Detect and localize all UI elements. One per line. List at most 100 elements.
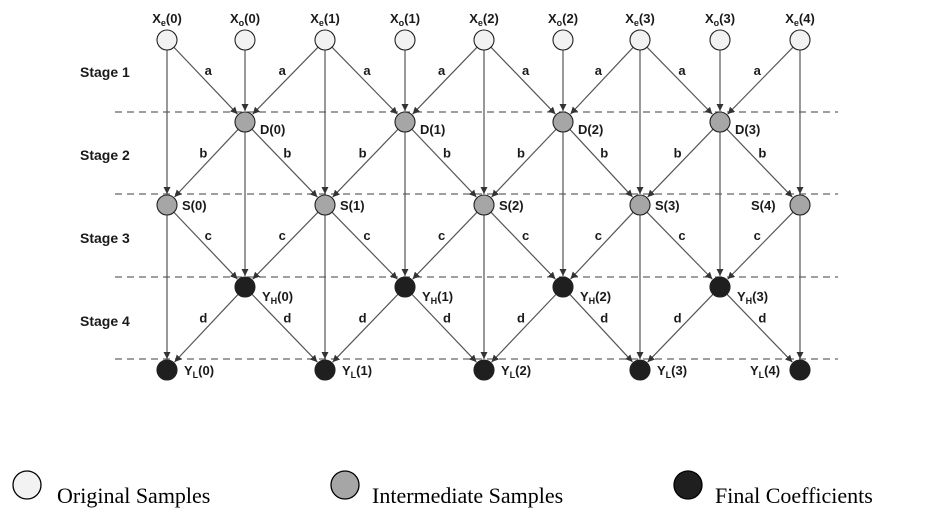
yl-node-label-1: YL(1)	[342, 363, 372, 380]
coef-c-left-2: c	[522, 228, 529, 243]
top-node-label-6: Xe(3)	[625, 11, 655, 28]
coef-d-left-1: d	[359, 311, 367, 326]
edge-b-left-1	[332, 128, 399, 198]
s-node-label-0: S(0)	[182, 198, 207, 213]
edge-b-left-0	[174, 128, 239, 198]
d-node-label-3: D(3)	[735, 122, 760, 137]
edge-a-left-3	[646, 46, 713, 115]
s-node-2	[473, 194, 495, 216]
coef-c-right-3: c	[754, 228, 761, 243]
yh-node-0	[234, 276, 256, 298]
stage-label-3: Stage 3	[80, 230, 130, 246]
s-node-label-4: S(4)	[751, 198, 776, 213]
legend: Original Samples Intermediate Samples Fi…	[12, 470, 873, 508]
d-node-2	[552, 111, 574, 133]
edge-a-right-2	[570, 46, 634, 115]
d-node-0	[234, 111, 256, 133]
original-sample-node-8	[789, 29, 811, 51]
edge-c-right-3	[727, 211, 794, 280]
yl-node-1	[314, 359, 336, 381]
yh-node-label-2: YH(2)	[580, 289, 611, 306]
coef-b-right-3: b	[758, 146, 766, 161]
coef-b-right-1: b	[443, 146, 451, 161]
s-node-label-3: S(3)	[655, 198, 680, 213]
coef-b-left-1: b	[359, 146, 367, 161]
edge-a-left-1	[331, 46, 398, 115]
edge-c-left-0	[173, 211, 238, 280]
coef-a-left-1: a	[363, 63, 371, 78]
original-sample-node-4	[473, 29, 495, 51]
edge-d-left-3	[647, 293, 714, 363]
coef-a-left-3: a	[678, 63, 686, 78]
edges	[163, 46, 804, 363]
s-node-1	[314, 194, 336, 216]
coef-c-right-2: c	[595, 228, 602, 243]
coef-d-left-3: d	[674, 311, 682, 326]
yh-node-3	[709, 276, 731, 298]
coef-b-left-0: b	[199, 146, 207, 161]
top-node-label-3: Xo(1)	[390, 11, 420, 28]
stage-separators	[115, 111, 838, 360]
coef-b-left-2: b	[517, 146, 525, 161]
coef-a-right-1: a	[438, 63, 446, 78]
legend-original-swatch	[12, 470, 42, 500]
stage-labels: Stage 1 Stage 2 Stage 3 Stage 4	[80, 64, 130, 329]
d-node-label-2: D(2)	[578, 122, 603, 137]
s-node-0	[156, 194, 178, 216]
yh-node-label-0: YH(0)	[262, 289, 293, 306]
coef-a-left-2: a	[522, 63, 530, 78]
stage-label-1: Stage 1	[80, 64, 130, 80]
original-sample-node-7	[709, 29, 731, 51]
original-sample-node-2	[314, 29, 336, 51]
edge-labels: a a a a a a a a b b b b b b b b c c c c c c c c d d d d d d d d	[199, 63, 766, 325]
top-node-label-8: Xe(4)	[785, 11, 815, 28]
coef-c-right-0: c	[279, 228, 286, 243]
coef-b-right-2: b	[600, 146, 608, 161]
s-node-label-1: S(1)	[340, 198, 365, 213]
s-node-label-2: S(2)	[499, 198, 524, 213]
yh-node-label-3: YH(3)	[737, 289, 768, 306]
d-node-3	[709, 111, 731, 133]
edge-c-left-1	[331, 211, 398, 280]
coef-a-right-0: a	[279, 63, 287, 78]
edge-d-left-0	[174, 293, 239, 363]
stage-label-2: Stage 2	[80, 147, 130, 163]
yl-node-3	[629, 359, 651, 381]
edge-b-right-3	[726, 128, 793, 198]
d-node-label-0: D(0)	[260, 122, 285, 137]
top-node-label-5: Xo(2)	[548, 11, 578, 28]
d-node-1	[394, 111, 416, 133]
edge-b-left-3	[647, 128, 714, 198]
nodes	[156, 29, 811, 381]
top-node-label-1: Xo(0)	[230, 11, 260, 28]
coef-a-right-2: a	[595, 63, 603, 78]
top-node-label-0: Xe(0)	[152, 11, 182, 28]
coef-b-left-3: b	[674, 146, 682, 161]
yl-node-0	[156, 359, 178, 381]
edge-d-right-0	[251, 293, 318, 363]
legend-intermediate-label: Intermediate Samples	[372, 483, 563, 508]
yl-node-label-3: YL(3)	[657, 363, 687, 380]
edge-a-left-0	[173, 46, 238, 115]
coef-d-right-0: d	[283, 311, 291, 326]
original-sample-node-6	[629, 29, 651, 51]
yl-node-label-0: YL(0)	[184, 363, 214, 380]
edge-a-right-1	[412, 46, 478, 115]
stage-label-4: Stage 4	[80, 313, 130, 329]
edge-d-right-2	[569, 293, 633, 363]
yh-node-2	[552, 276, 574, 298]
top-node-label-4: Xe(2)	[469, 11, 499, 28]
top-node-label-2: Xe(1)	[310, 11, 340, 28]
top-node-label-7: Xo(3)	[705, 11, 735, 28]
yl-node-label-2: YL(2)	[501, 363, 531, 380]
edge-d-right-3	[726, 293, 793, 363]
node-labels: Xe(0) Xo(0) Xe(1) Xo(1) Xe(2) Xo(2) Xe(3) Xo(3)…	[152, 11, 815, 380]
coef-d-right-1: d	[443, 311, 451, 326]
legend-intermediate-swatch	[330, 470, 360, 500]
yl-node-4	[789, 359, 811, 381]
coef-c-left-3: c	[678, 228, 685, 243]
edge-a-right-0	[252, 46, 319, 115]
original-sample-node-1	[234, 29, 256, 51]
edge-c-right-0	[252, 211, 319, 280]
